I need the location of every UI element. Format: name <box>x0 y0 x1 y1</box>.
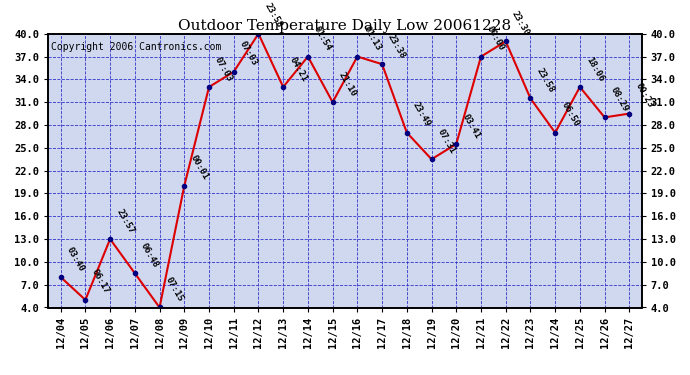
Text: 06:17: 06:17 <box>90 268 111 296</box>
Text: 00:01: 00:01 <box>188 154 210 182</box>
Text: 07:03: 07:03 <box>213 55 235 83</box>
Text: 23:30: 23:30 <box>510 9 531 37</box>
Text: 23:38: 23:38 <box>386 32 408 60</box>
Text: 23:58: 23:58 <box>263 2 284 30</box>
Text: 21:10: 21:10 <box>337 70 358 98</box>
Text: 07:15: 07:15 <box>164 276 185 303</box>
Text: 07:31: 07:31 <box>435 127 457 155</box>
Text: 01:54: 01:54 <box>312 25 333 52</box>
Text: 00:00: 00:00 <box>485 25 506 52</box>
Text: 23:58: 23:58 <box>535 66 556 94</box>
Text: 06:50: 06:50 <box>560 100 580 129</box>
Text: 01:13: 01:13 <box>362 25 383 52</box>
Title: Outdoor Temperature Daily Low 20061228: Outdoor Temperature Daily Low 20061228 <box>179 19 511 33</box>
Text: 06:48: 06:48 <box>139 242 160 269</box>
Text: 03:41: 03:41 <box>460 112 482 140</box>
Text: 03:40: 03:40 <box>65 245 86 273</box>
Text: 23:49: 23:49 <box>411 100 432 129</box>
Text: Copyright 2006 Cantronics.com: Copyright 2006 Cantronics.com <box>51 42 221 52</box>
Text: 04:21: 04:21 <box>287 55 308 83</box>
Text: 07:03: 07:03 <box>238 40 259 68</box>
Text: 23:57: 23:57 <box>115 207 135 235</box>
Text: 18:06: 18:06 <box>584 55 605 83</box>
Text: 00:23: 00:23 <box>633 82 655 110</box>
Text: 08:29: 08:29 <box>609 86 630 113</box>
